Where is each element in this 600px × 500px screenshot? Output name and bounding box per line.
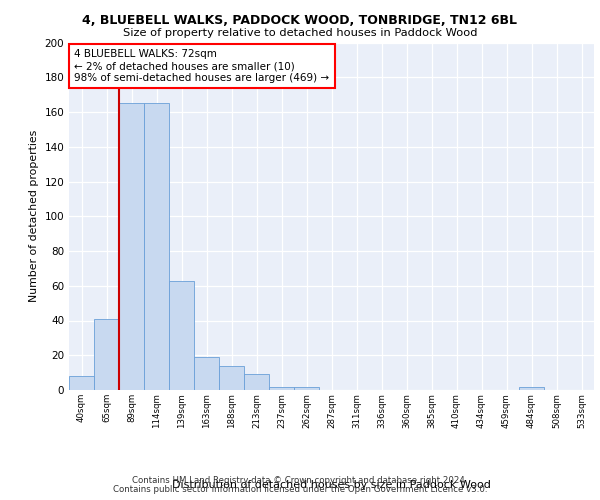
Bar bbox=[119, 104, 144, 390]
Bar bbox=[144, 104, 169, 390]
Bar bbox=[294, 386, 319, 390]
Bar bbox=[519, 386, 544, 390]
Bar bbox=[244, 374, 269, 390]
Bar bbox=[219, 366, 244, 390]
Bar bbox=[169, 280, 194, 390]
X-axis label: Distribution of detached houses by size in Paddock Wood: Distribution of detached houses by size … bbox=[172, 480, 491, 490]
Text: Contains HM Land Registry data © Crown copyright and database right 2024.: Contains HM Land Registry data © Crown c… bbox=[132, 476, 468, 485]
Text: 4 BLUEBELL WALKS: 72sqm
← 2% of detached houses are smaller (10)
98% of semi-det: 4 BLUEBELL WALKS: 72sqm ← 2% of detached… bbox=[74, 50, 329, 82]
Bar bbox=[269, 386, 294, 390]
Bar bbox=[69, 376, 94, 390]
Y-axis label: Number of detached properties: Number of detached properties bbox=[29, 130, 39, 302]
Bar bbox=[194, 357, 219, 390]
Bar bbox=[94, 319, 119, 390]
Text: Size of property relative to detached houses in Paddock Wood: Size of property relative to detached ho… bbox=[123, 28, 477, 38]
Text: Contains public sector information licensed under the Open Government Licence v3: Contains public sector information licen… bbox=[113, 485, 487, 494]
Text: 4, BLUEBELL WALKS, PADDOCK WOOD, TONBRIDGE, TN12 6BL: 4, BLUEBELL WALKS, PADDOCK WOOD, TONBRID… bbox=[83, 14, 517, 27]
